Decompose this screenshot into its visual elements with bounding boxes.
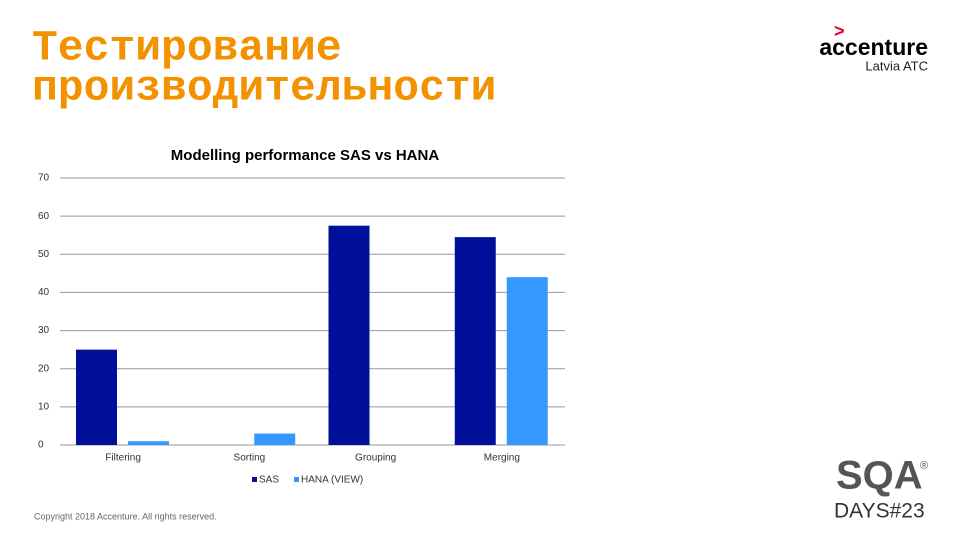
y-tick-label: 70 — [38, 173, 50, 184]
legend-swatch — [294, 477, 300, 482]
copyright: Copyright 2018 Accenture. All rights res… — [34, 511, 217, 521]
sqa-registered: ® — [920, 460, 928, 472]
bar — [128, 441, 169, 445]
logo-arrow: > — [834, 21, 845, 41]
bar — [254, 433, 296, 445]
x-tick-label: Filtering — [105, 453, 141, 464]
x-tick-label: Sorting — [234, 453, 266, 464]
bar — [506, 277, 548, 445]
x-tick-label: Merging — [484, 453, 520, 464]
y-tick-label: 10 — [38, 401, 50, 412]
y-tick-label: 50 — [38, 249, 50, 260]
y-tick-label: 20 — [38, 363, 50, 374]
logo-name: accenture — [819, 34, 928, 60]
slide-title: производительности — [32, 63, 496, 112]
y-tick-label: 0 — [38, 440, 44, 451]
y-tick-label: 60 — [38, 211, 50, 222]
y-tick-label: 40 — [38, 287, 50, 298]
sqa-logo: SQA — [836, 454, 923, 498]
x-tick-label: Grouping — [355, 453, 396, 464]
slide-title: Тестирование — [32, 23, 342, 72]
chart-title: Modelling performance SAS vs HANA — [171, 147, 440, 164]
y-tick-label: 30 — [38, 325, 50, 336]
legend-label: SAS — [259, 475, 279, 486]
bar — [328, 225, 370, 445]
legend-label: HANA (VIEW) — [301, 475, 363, 486]
bar — [76, 349, 117, 445]
sqa-days: DAYS#23 — [834, 500, 925, 523]
bar — [454, 237, 496, 445]
logo-sub: Latvia ATC — [865, 58, 928, 73]
legend-swatch — [252, 477, 257, 482]
